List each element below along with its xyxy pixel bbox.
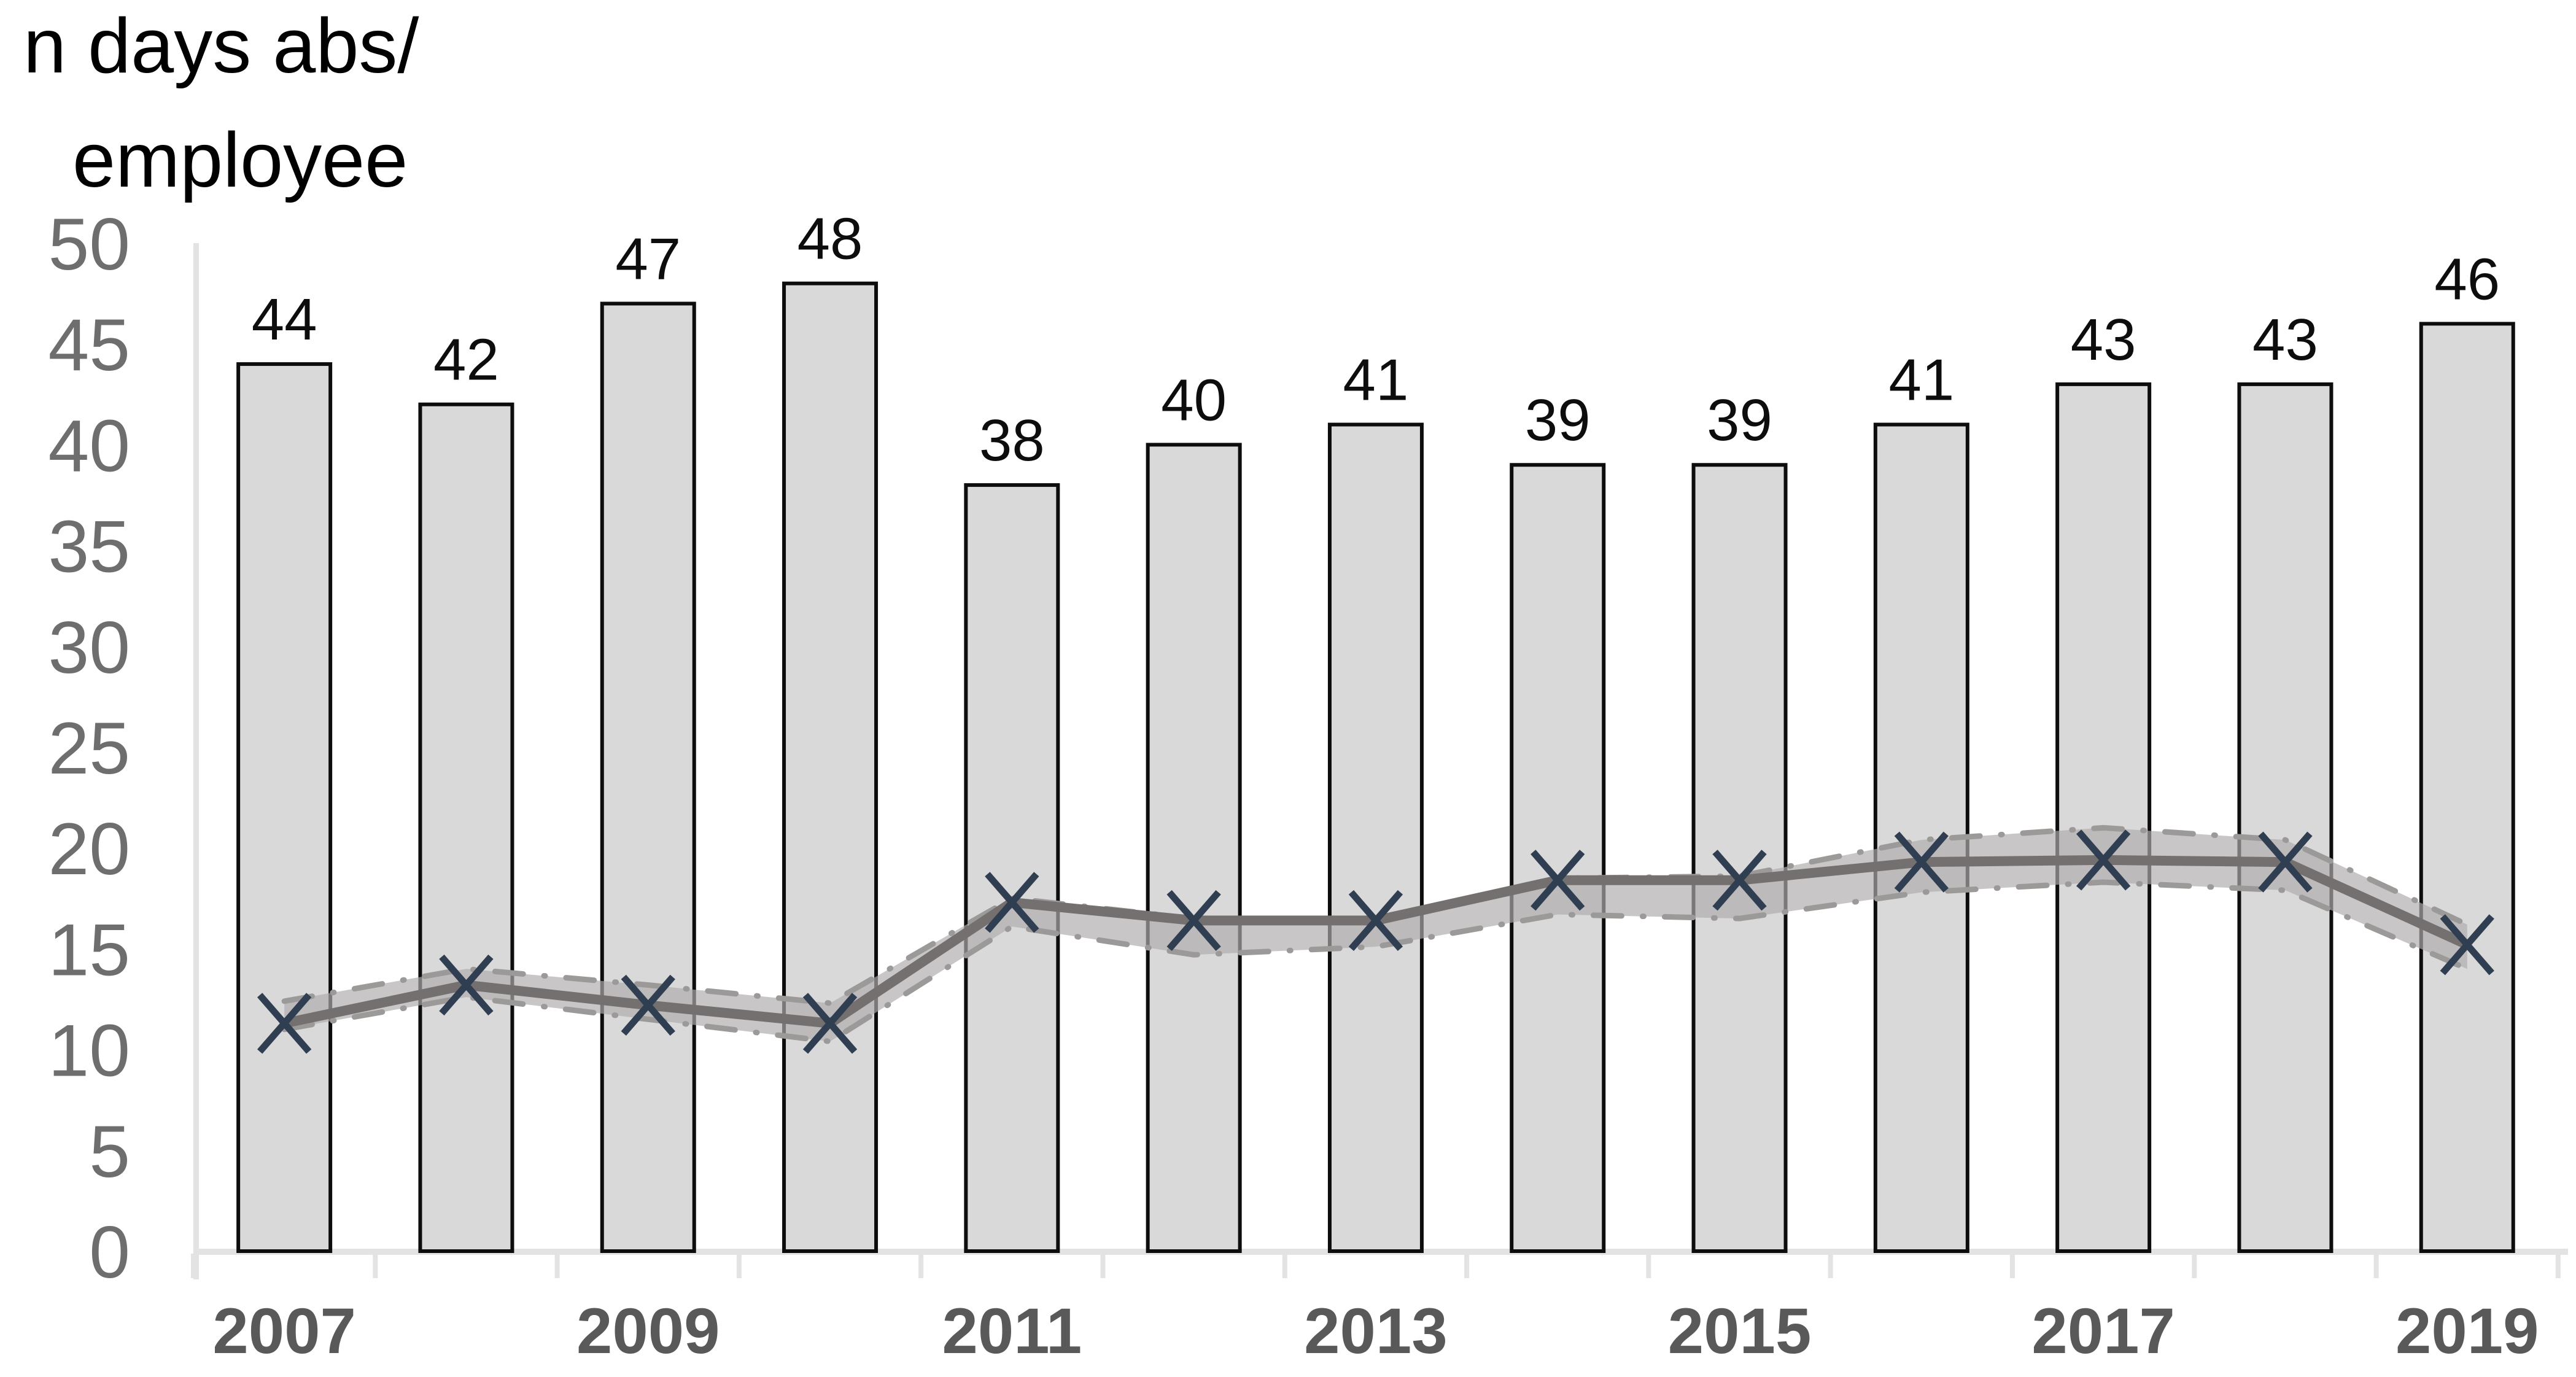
bar-value-label-2018: 43 xyxy=(2252,307,2318,373)
y-tick-label-5: 5 xyxy=(89,1111,130,1193)
bars-layer xyxy=(236,281,2515,1254)
x-marker-stroke xyxy=(1166,890,1221,952)
y-tick-label-20: 20 xyxy=(48,808,130,890)
x-axis-tick xyxy=(2555,1254,2561,1278)
bar-value-label-2007: 44 xyxy=(252,287,317,352)
x-marker-stroke xyxy=(802,993,858,1054)
bar-value-label-2012: 40 xyxy=(1161,367,1227,433)
x-tick-label-2011: 2011 xyxy=(942,1295,1082,1367)
bar-value-label-2015: 39 xyxy=(1707,387,1772,453)
x-marker-2012 xyxy=(1166,890,1221,952)
x-marker-2007 xyxy=(257,993,312,1054)
bar-data-labels: 44 42 47 48 38 40 41 39 39 41 43 43 46 xyxy=(252,206,2500,473)
x-marker-2018 xyxy=(2258,831,2313,893)
x-marker-2009 xyxy=(621,974,675,1036)
x-tick-label-2009: 2009 xyxy=(576,1295,720,1367)
x-marker-2008 xyxy=(439,954,494,1016)
bar-2013 xyxy=(1327,422,1424,1253)
x-marker-2019 xyxy=(2440,914,2494,976)
x-axis-tick xyxy=(2010,1254,2015,1278)
uncertainty-band-layer xyxy=(281,824,2470,1044)
uncertainty-band-upper-edge xyxy=(281,824,2470,1006)
bar-2007 xyxy=(236,362,333,1253)
y-tick-label-10: 10 xyxy=(48,1010,130,1092)
uncertainty-band-fill xyxy=(284,828,2467,1042)
y-axis-title-line-2: employee xyxy=(72,117,408,203)
y-tick-label-25: 25 xyxy=(48,707,130,789)
y-tick-label-45: 45 xyxy=(48,304,130,386)
x-axis-tick xyxy=(1282,1254,1287,1278)
x-marker-2015 xyxy=(1712,850,1767,911)
x-axis-tick xyxy=(736,1254,742,1278)
x-marker-2016 xyxy=(1894,831,1949,893)
x-axis-tick xyxy=(2373,1254,2379,1278)
bar-2008 xyxy=(418,402,514,1253)
x-marker-stroke xyxy=(1530,850,1585,911)
bar-2017 xyxy=(2055,382,2152,1253)
y-axis-line xyxy=(193,243,199,1279)
bar-2018 xyxy=(2237,382,2334,1253)
x-marker-2011 xyxy=(985,872,1039,933)
x-axis-tick xyxy=(373,1254,378,1278)
x-marker-2013 xyxy=(1348,890,1403,952)
x-axis-tick xyxy=(918,1254,924,1278)
x-marker-stroke xyxy=(1712,850,1767,911)
bar-value-label-2010: 48 xyxy=(797,206,863,272)
x-tick-label-2013: 2013 xyxy=(1304,1295,1448,1367)
y-axis-tick-labels: 0 5 10 15 20 25 30 35 40 45 50 xyxy=(48,203,130,1294)
x-axis-tick xyxy=(1100,1254,1106,1278)
x-marker-stroke xyxy=(621,974,675,1036)
y-tick-label-50: 50 xyxy=(48,203,130,285)
x-tick-label-2007: 2007 xyxy=(212,1295,356,1367)
bar-value-label-2011: 38 xyxy=(979,408,1045,473)
y-tick-label-0: 0 xyxy=(89,1211,130,1294)
x-axis-tick xyxy=(554,1254,560,1278)
x-marker-stroke xyxy=(257,993,312,1054)
bar-value-label-2019: 46 xyxy=(2434,246,2500,312)
marker-layer xyxy=(257,829,2494,1054)
bar-value-label-2009: 47 xyxy=(615,227,681,292)
bar-2014 xyxy=(1510,463,1606,1253)
bar-2015 xyxy=(1691,463,1788,1253)
bar-2011 xyxy=(964,483,1060,1254)
axis-title: n days abs/ employee xyxy=(23,2,419,203)
bar-2009 xyxy=(600,301,696,1253)
bar-2019 xyxy=(2419,322,2515,1253)
x-marker-stroke xyxy=(2258,831,2313,893)
uncertainty-band-lower-edge xyxy=(281,879,2470,1044)
x-marker-stroke xyxy=(2076,829,2131,891)
x-marker-stroke xyxy=(439,954,494,1016)
bar-2010 xyxy=(782,281,879,1253)
x-axis-tick xyxy=(191,1254,196,1278)
x-axis-tick xyxy=(2192,1254,2197,1278)
x-tick-label-2019: 2019 xyxy=(2396,1295,2539,1367)
x-marker-2014 xyxy=(1530,850,1585,911)
y-tick-label-15: 15 xyxy=(48,909,130,991)
y-tick-label-30: 30 xyxy=(48,607,130,689)
x-axis-tick xyxy=(1464,1254,1470,1278)
y-axis-title-line-1: n days abs/ xyxy=(23,2,419,89)
bar-value-label-2017: 43 xyxy=(2071,307,2136,373)
bar-value-label-2013: 41 xyxy=(1343,347,1409,413)
x-marker-stroke xyxy=(1348,890,1403,952)
bar-value-label-2008: 42 xyxy=(433,327,499,393)
bar-2012 xyxy=(1146,443,1242,1253)
x-axis-tick xyxy=(1646,1254,1651,1278)
x-marker-2010 xyxy=(802,993,858,1054)
y-tick-label-35: 35 xyxy=(48,506,130,588)
x-tick-label-2015: 2015 xyxy=(1668,1295,1812,1367)
bar-value-label-2016: 41 xyxy=(1888,347,1954,413)
y-tick-label-40: 40 xyxy=(48,405,130,487)
x-tick-label-2017: 2017 xyxy=(2031,1295,2175,1367)
x-marker-stroke xyxy=(2440,914,2494,976)
x-marker-2017 xyxy=(2076,829,2131,891)
x-axis-tick-labels: 2007 2009 2011 2013 2015 2017 2019 xyxy=(212,1295,2539,1367)
x-marker-stroke xyxy=(1894,831,1949,893)
x-axis-tick xyxy=(1828,1254,1833,1278)
x-marker-stroke xyxy=(985,872,1039,933)
bar-value-label-2014: 39 xyxy=(1525,387,1591,453)
